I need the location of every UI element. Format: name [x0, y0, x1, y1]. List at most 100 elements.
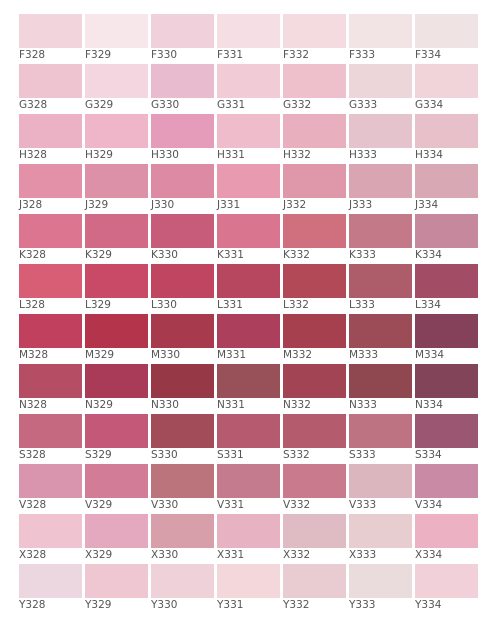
color-swatch: [283, 214, 346, 248]
swatch-code-label: L331: [217, 299, 243, 311]
color-swatch: [151, 414, 214, 448]
swatch-code-label: H332: [283, 149, 311, 161]
swatch-code-label: V332: [283, 499, 311, 511]
color-swatch: [151, 214, 214, 248]
color-swatch: [19, 64, 82, 98]
swatch-code-label: G331: [217, 99, 246, 111]
color-swatch: [217, 64, 280, 98]
color-swatch: [19, 564, 82, 598]
swatch-cell-g332: G332: [283, 64, 346, 114]
swatch-code-label: N333: [349, 399, 377, 411]
swatch-cell-n332: N332: [283, 364, 346, 414]
color-swatch: [151, 564, 214, 598]
swatch-cell-j332: J332: [283, 164, 346, 214]
swatch-cell-m330: M330: [151, 314, 214, 364]
color-swatch: [85, 214, 148, 248]
swatch-cell-v334: V334: [415, 464, 478, 514]
color-swatch: [283, 14, 346, 48]
color-swatch: [151, 514, 214, 548]
swatch-code-label: N330: [151, 399, 179, 411]
swatch-cell-n328: N328: [19, 364, 82, 414]
swatch-cell-x334: X334: [415, 514, 478, 564]
swatch-code-label: V329: [85, 499, 113, 511]
swatch-cell-h334: H334: [415, 114, 478, 164]
swatch-code-label: N332: [283, 399, 311, 411]
swatch-code-label: K329: [85, 249, 112, 261]
color-swatch: [217, 264, 280, 298]
swatch-cell-j329: J329: [85, 164, 148, 214]
swatch-code-label: V328: [19, 499, 47, 511]
swatch-cell-g334: G334: [415, 64, 478, 114]
color-swatch: [415, 164, 478, 198]
color-swatch: [217, 314, 280, 348]
color-swatch: [217, 414, 280, 448]
swatch-cell-f333: F333: [349, 14, 412, 64]
swatch-cell-s330: S330: [151, 414, 214, 464]
swatch-cell-l330: L330: [151, 264, 214, 314]
swatch-code-label: X331: [217, 549, 245, 561]
color-swatch: [349, 314, 412, 348]
swatch-row-x: X328 X329 X330 X331 X332 X333 X334: [19, 514, 479, 564]
swatch-code-label: H328: [19, 149, 47, 161]
swatch-code-label: J334: [415, 199, 439, 211]
swatch-code-label: G330: [151, 99, 180, 111]
swatch-code-label: S332: [283, 449, 310, 461]
swatch-code-label: Y332: [283, 599, 310, 611]
swatch-cell-x329: X329: [85, 514, 148, 564]
swatch-cell-s334: S334: [415, 414, 478, 464]
color-swatch: [217, 214, 280, 248]
swatch-cell-k332: K332: [283, 214, 346, 264]
color-swatch: [85, 114, 148, 148]
swatch-cell-j334: J334: [415, 164, 478, 214]
swatch-cell-y333: Y333: [349, 564, 412, 614]
color-swatch: [349, 414, 412, 448]
swatch-code-label: K331: [217, 249, 244, 261]
swatch-code-label: K332: [283, 249, 310, 261]
color-swatch: [415, 214, 478, 248]
swatch-code-label: V330: [151, 499, 179, 511]
swatch-cell-m333: M333: [349, 314, 412, 364]
swatch-code-label: F334: [415, 49, 442, 61]
swatch-cell-s329: S329: [85, 414, 148, 464]
swatch-cell-l333: L333: [349, 264, 412, 314]
swatch-cell-m334: M334: [415, 314, 478, 364]
swatch-cell-v332: V332: [283, 464, 346, 514]
color-swatch: [283, 414, 346, 448]
swatch-code-label: J329: [85, 199, 109, 211]
color-swatch: [349, 264, 412, 298]
swatch-cell-f334: F334: [415, 14, 478, 64]
color-swatch: [151, 14, 214, 48]
color-swatch-chart: F328 F329 F330 F331 F332 F333 F334 G328 G329 G330…: [19, 14, 479, 614]
swatch-code-label: Y328: [19, 599, 46, 611]
swatch-code-label: N331: [217, 399, 245, 411]
color-swatch: [283, 164, 346, 198]
color-swatch: [415, 314, 478, 348]
swatch-code-label: M329: [85, 349, 115, 361]
swatch-code-label: Y334: [415, 599, 442, 611]
color-swatch: [283, 514, 346, 548]
color-swatch: [85, 514, 148, 548]
swatch-code-label: M334: [415, 349, 445, 361]
swatch-cell-n333: N333: [349, 364, 412, 414]
color-swatch: [349, 14, 412, 48]
color-swatch: [217, 14, 280, 48]
color-swatch: [85, 364, 148, 398]
swatch-cell-x333: X333: [349, 514, 412, 564]
swatch-cell-f329: F329: [85, 14, 148, 64]
swatch-code-label: L329: [85, 299, 111, 311]
swatch-cell-j328: J328: [19, 164, 82, 214]
swatch-cell-h330: H330: [151, 114, 214, 164]
color-swatch: [415, 364, 478, 398]
swatch-code-label: Y331: [217, 599, 244, 611]
color-swatch: [415, 114, 478, 148]
swatch-code-label: J332: [283, 199, 307, 211]
color-swatch: [283, 264, 346, 298]
color-swatch: [19, 514, 82, 548]
swatch-cell-l334: L334: [415, 264, 478, 314]
swatch-cell-y328: Y328: [19, 564, 82, 614]
swatch-code-label: M330: [151, 349, 181, 361]
color-swatch: [151, 264, 214, 298]
swatch-cell-g331: G331: [217, 64, 280, 114]
swatch-code-label: F331: [217, 49, 244, 61]
swatch-code-label: G333: [349, 99, 378, 111]
